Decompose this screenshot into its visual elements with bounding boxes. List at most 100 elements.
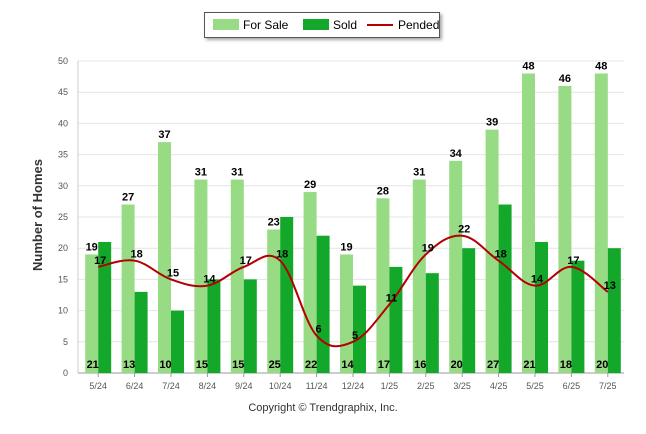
x-tick-label: 4/25	[490, 381, 508, 391]
sold-swatch	[303, 19, 329, 30]
for-sale-value-label: 28	[377, 185, 389, 197]
for-sale-value-label: 34	[450, 148, 463, 160]
x-tick-label: 12/24	[342, 381, 365, 391]
y-tick-label: 10	[58, 306, 68, 316]
y-tick-label: 0	[63, 368, 68, 378]
pended-line-layer	[97, 234, 609, 348]
sold-bar	[571, 260, 585, 373]
for-sale-bar	[194, 179, 208, 373]
pended-value-label: 22	[458, 224, 470, 236]
pended-value-label: 17	[240, 255, 252, 267]
y-tick-label: 45	[58, 87, 68, 97]
sold-bar	[462, 248, 476, 373]
pended-value-label: 6	[316, 324, 322, 336]
for-sale-bar	[485, 129, 499, 373]
x-tick-label: 1/25	[381, 381, 399, 391]
sold-bar	[98, 241, 112, 373]
sold-bar	[607, 248, 621, 373]
pended-value-label: 5	[352, 330, 358, 342]
y-tick-label: 35	[58, 150, 68, 160]
y-tick-label: 30	[58, 181, 68, 191]
sold-bar	[535, 241, 548, 373]
for-sale-bar	[340, 254, 353, 373]
sold-value-label: 20	[451, 359, 463, 371]
for-sale-bar	[303, 192, 317, 373]
sold-value-label: 22	[305, 359, 317, 371]
copyright-footer: Copyright © Trendgraphix, Inc.	[248, 402, 398, 414]
x-tick-label: 5/24	[89, 381, 107, 391]
x-tick-label: 5/25	[526, 381, 544, 391]
sold-value-label: 16	[414, 359, 426, 371]
sold-value-label: 21	[523, 359, 535, 371]
legend-for-sale: For Sale	[243, 18, 289, 32]
x-tick-label: 10/24	[269, 381, 292, 391]
for-sale-swatch	[213, 19, 239, 30]
pended-value-label: 17	[567, 255, 579, 267]
pended-value-label: 15	[167, 267, 179, 279]
x-tick-label: 6/24	[126, 381, 144, 391]
sold-bar	[425, 273, 439, 373]
for-sale-value-label: 46	[559, 73, 571, 85]
for-sale-value-label: 27	[122, 192, 134, 204]
pended-value-label: 13	[604, 280, 616, 292]
pended-value-label: 11	[386, 292, 398, 304]
x-tick-label: 3/25	[453, 381, 471, 391]
for-sale-value-label: 23	[268, 216, 280, 228]
sold-bar	[134, 291, 148, 373]
sold-value-label: 27	[487, 359, 499, 371]
for-sale-bar	[522, 73, 535, 373]
for-sale-bar	[121, 204, 135, 373]
x-tick-label: 9/24	[235, 381, 253, 391]
legend: For Sale Sold Pended	[204, 12, 440, 38]
x-tick-label: 7/25	[599, 381, 617, 391]
sold-bar	[389, 266, 403, 373]
for-sale-value-label: 31	[195, 167, 207, 179]
y-tick-label: 40	[58, 118, 68, 128]
y-tick-label: 20	[58, 243, 68, 253]
for-sale-bar	[594, 73, 608, 373]
sold-bar	[171, 310, 184, 373]
for-sale-value-label: 19	[340, 241, 352, 253]
for-sale-bar	[230, 179, 244, 373]
for-sale-value-label: 48	[522, 60, 534, 72]
for-sale-bar	[85, 254, 99, 373]
for-sale-bar	[449, 160, 463, 373]
sold-bar	[243, 279, 257, 373]
for-sale-bar	[267, 229, 281, 373]
pended-value-label: 18	[130, 249, 142, 261]
for-sale-value-label: 37	[158, 129, 170, 141]
for-sale-bar	[412, 179, 426, 373]
for-sale-bar	[376, 198, 390, 373]
pended-value-label: 18	[494, 249, 506, 261]
sold-value-label: 10	[159, 359, 171, 371]
sold-bar	[280, 217, 294, 373]
for-sale-value-label: 19	[86, 241, 98, 253]
bars	[85, 73, 621, 374]
y-tick-label: 50	[58, 56, 68, 66]
pended-line	[97, 234, 609, 348]
x-tick-label: 6/25	[563, 381, 581, 391]
sold-bar	[498, 204, 512, 373]
sold-value-label: 13	[123, 359, 135, 371]
y-axis-title: Number of Homes	[30, 159, 45, 271]
sold-bar	[316, 235, 330, 373]
pended-value-label: 14	[203, 274, 216, 286]
pended-value-label: 18	[276, 249, 288, 261]
pended-swatch	[367, 24, 393, 26]
sold-value-label: 15	[196, 359, 208, 371]
axes: 0 5 10 15 20 25 30 35 40 45 50 5/24 6/24 7/24 8/24 9/24…	[58, 56, 617, 391]
sold-value-label: 21	[87, 359, 99, 371]
y-tick-label: 5	[63, 337, 68, 347]
legend-pended: Pended	[398, 18, 440, 32]
x-tick-label: 11/24	[306, 381, 328, 391]
pended-value-label: 14	[531, 274, 544, 286]
legend-sold: Sold	[333, 18, 358, 32]
sold-value-label: 25	[269, 359, 281, 371]
sold-value-label: 20	[596, 359, 608, 371]
pended-value-label: 17	[94, 255, 106, 267]
sold-value-label: 15	[232, 359, 244, 371]
y-tick-label: 25	[58, 212, 68, 222]
x-tick-label: 2/25	[417, 381, 435, 391]
for-sale-value-label: 31	[413, 167, 425, 179]
y-tick-label: 15	[58, 274, 68, 284]
